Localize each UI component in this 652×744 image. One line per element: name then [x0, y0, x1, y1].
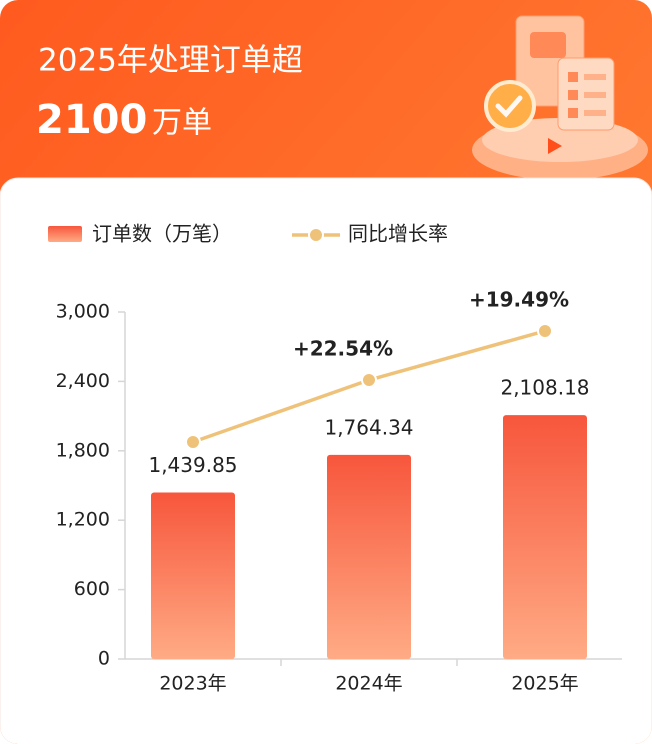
y-tick-label: 1,800: [56, 439, 110, 461]
y-tick-label: 1,200: [56, 509, 110, 531]
growth-label: +22.54%: [293, 337, 393, 361]
bar: [503, 415, 587, 659]
y-tick-label: 0: [98, 648, 110, 670]
y-tick-label: 3,000: [56, 301, 110, 323]
y-tick-label: 2,400: [56, 370, 110, 392]
bar: [327, 454, 411, 659]
x-tick-label: 2025年: [511, 673, 578, 695]
growth-label: +19.49%: [469, 287, 569, 311]
headline-unit: 万单: [152, 106, 212, 141]
bar-value-label: 1,764.34: [324, 415, 413, 439]
line-marker: [185, 434, 201, 451]
legend-label: 同比增长率: [348, 222, 448, 246]
line-marker: [361, 372, 377, 389]
legend-marker: [308, 227, 324, 243]
x-tick-label: 2024年: [335, 673, 402, 695]
line-marker: [537, 322, 553, 339]
y-tick-label: 600: [74, 578, 110, 600]
header-illustration: [472, 15, 648, 180]
chart-title: 2025年处理订单超: [38, 43, 303, 79]
bar-value-label: 2,108.18: [500, 376, 589, 400]
x-tick-label: 2023年: [159, 673, 226, 695]
legend-swatch: [48, 226, 82, 242]
bar-value-label: 1,439.85: [148, 453, 237, 477]
legend-label: 订单数（万笔）: [92, 222, 232, 246]
bar: [151, 492, 235, 659]
headline-value: 2100: [36, 97, 147, 143]
